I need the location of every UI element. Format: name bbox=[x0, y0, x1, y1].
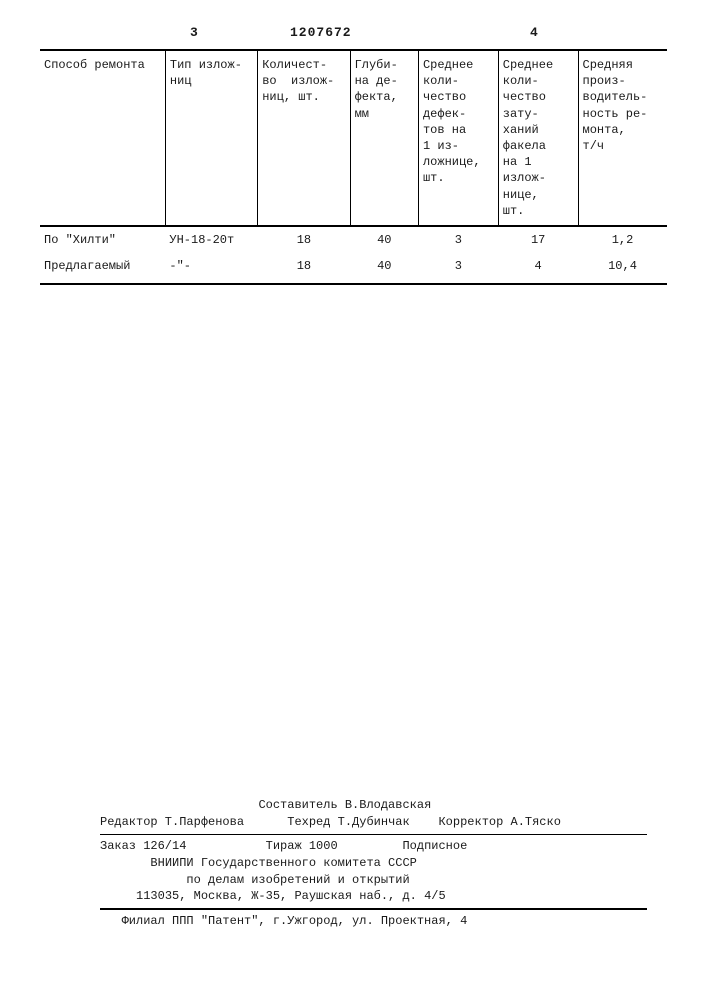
cell: 3 bbox=[418, 226, 498, 253]
cell: 1,2 bbox=[578, 226, 667, 253]
imprint-footer: Составитель В.Влодавская Редактор Т.Парф… bbox=[100, 797, 647, 930]
col-type: Тип излож-ниц bbox=[165, 51, 257, 226]
order-line: Заказ 126/14 Тираж 1000 Подписное bbox=[100, 838, 647, 855]
compiler-line: Составитель В.Влодавская bbox=[100, 797, 647, 814]
cell: 18 bbox=[258, 226, 350, 253]
cell: 17 bbox=[498, 226, 578, 253]
org-line-1: ВНИИПИ Государственного комитета СССР bbox=[100, 855, 647, 872]
header-doc-number: 1207672 bbox=[290, 25, 352, 40]
col-avgfade: Среднееколи-чествозату-ханийфакелана 1из… bbox=[498, 51, 578, 226]
filial-line: Филиал ППП "Патент", г.Ужгород, ул. Прое… bbox=[100, 913, 647, 930]
cell: 10,4 bbox=[578, 253, 667, 284]
header-right-page: 4 bbox=[530, 25, 538, 40]
rule bbox=[100, 834, 647, 835]
org-line-2: по делам изобретений и открытий bbox=[100, 872, 647, 889]
table-row: Предлагаемый -"- 18 40 3 4 10,4 bbox=[40, 253, 667, 284]
col-count: Количест-во излож-ниц, шт. bbox=[258, 51, 350, 226]
col-method: Способ ремонта bbox=[40, 51, 165, 226]
rule bbox=[100, 908, 647, 910]
table-header-row: Способ ремонта Тип излож-ниц Количест-во… bbox=[40, 51, 667, 226]
addr-line: 113035, Москва, Ж-35, Раушская наб., д. … bbox=[100, 888, 647, 905]
col-depth: Глуби-на де-фекта,мм bbox=[350, 51, 418, 226]
table-row: По "Хилти" УН-18-20т 18 40 3 17 1,2 bbox=[40, 226, 667, 253]
col-avgdef: Среднееколи-честводефек-тов на1 из-ложни… bbox=[418, 51, 498, 226]
col-avgprod: Средняяпроиз-водитель-ность ре-монта,т/ч bbox=[578, 51, 667, 226]
cell: 18 bbox=[258, 253, 350, 284]
cell: 40 bbox=[350, 226, 418, 253]
cell: УН-18-20т bbox=[165, 226, 257, 253]
cell: По "Хилти" bbox=[40, 226, 165, 253]
cell: 3 bbox=[418, 253, 498, 284]
cell: 4 bbox=[498, 253, 578, 284]
cell: -"- bbox=[165, 253, 257, 284]
cell: 40 bbox=[350, 253, 418, 284]
comparison-table: Способ ремонта Тип излож-ниц Количест-во… bbox=[40, 51, 667, 285]
cell: Предлагаемый bbox=[40, 253, 165, 284]
credits-line: Редактор Т.Парфенова Техред Т.Дубинчак К… bbox=[100, 814, 647, 831]
header-left-page: 3 bbox=[190, 25, 198, 40]
page-header: 3 1207672 4 bbox=[40, 25, 667, 51]
